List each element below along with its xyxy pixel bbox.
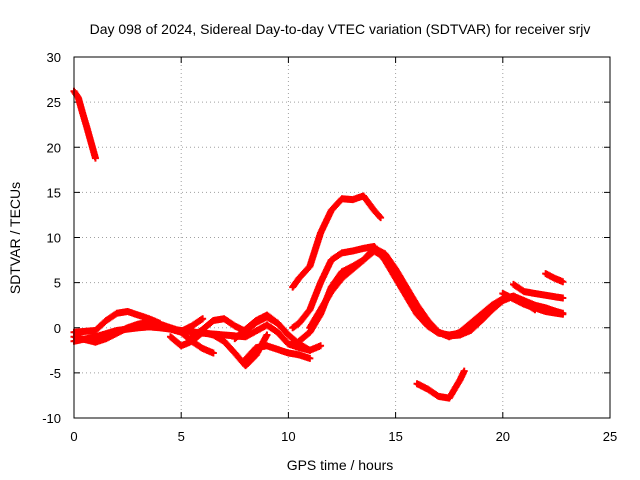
x-tick-label: 0 — [70, 429, 77, 444]
data-point — [559, 278, 567, 286]
y-tick-label: 10 — [47, 231, 61, 246]
data-point — [306, 354, 314, 362]
x-tick-label: 15 — [388, 429, 402, 444]
series-sat-q — [510, 280, 567, 302]
data-point — [91, 154, 99, 162]
x-tick-label: 20 — [496, 429, 510, 444]
data-point — [209, 349, 217, 357]
series-sat-j — [289, 192, 385, 291]
x-tick-label: 5 — [178, 429, 185, 444]
series-sat-l — [295, 244, 485, 345]
data-point — [376, 212, 384, 220]
y-axis-label: SDTVAR / TECUs — [7, 182, 23, 294]
data-point — [460, 367, 468, 375]
y-tick-label: 20 — [47, 140, 61, 155]
data-point — [559, 310, 567, 318]
x-axis-label: GPS time / hours — [287, 457, 394, 473]
y-tick-label: 30 — [47, 50, 61, 65]
chart-title: Day 098 of 2024, Sidereal Day-to-day VTE… — [90, 21, 591, 37]
plot-frame — [73, 56, 611, 419]
y-tick-label: 0 — [54, 321, 61, 336]
series-sat-i — [242, 342, 314, 363]
axis-tick-labels: 0 5 10 15 20 25 -10 -5 0 5 10 15 20 25 30 — [42, 50, 617, 444]
series-sat-s — [542, 270, 567, 286]
data-points — [70, 87, 567, 402]
data-point — [263, 331, 271, 339]
series-sat-c — [70, 308, 164, 336]
series-sat-h — [231, 311, 325, 354]
data-point — [559, 294, 567, 302]
series-sat-a — [70, 87, 99, 162]
y-tick-label: 5 — [54, 276, 61, 291]
data-point — [199, 315, 207, 323]
series-sat-n — [413, 367, 468, 402]
data-point — [377, 214, 385, 222]
series-sat-e — [134, 321, 314, 354]
y-tick-label: 15 — [47, 185, 61, 200]
data-point — [317, 342, 325, 350]
x-tick-label: 10 — [281, 429, 295, 444]
x-tick-label: 25 — [603, 429, 617, 444]
y-tick-label: -5 — [49, 366, 61, 381]
y-tick-label: 25 — [47, 95, 61, 110]
series-sat-r — [499, 289, 567, 318]
y-tick-label: -10 — [42, 411, 61, 426]
grid-lines — [74, 57, 610, 418]
